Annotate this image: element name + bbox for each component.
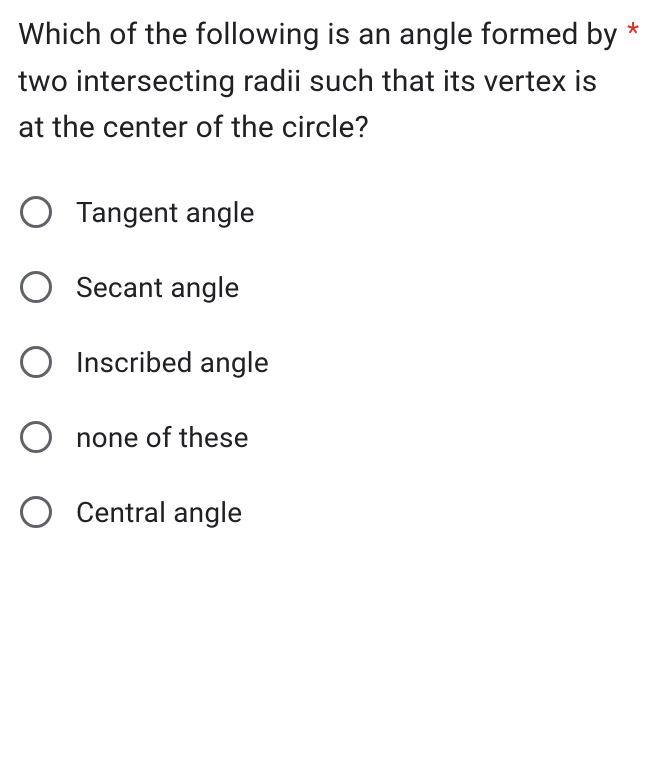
option-secant-angle[interactable]: Secant angle (18, 271, 639, 304)
option-label: Tangent angle (76, 196, 255, 229)
option-label: none of these (76, 421, 249, 454)
radio-icon (20, 346, 52, 378)
radio-icon (20, 496, 52, 528)
option-label: Central angle (76, 496, 242, 529)
options-group: Tangent angle Secant angle Inscribed ang… (18, 196, 639, 529)
required-asterisk: * (627, 12, 639, 54)
question-text: Which of the following is an angle forme… (18, 12, 619, 152)
radio-icon (20, 421, 52, 453)
option-label: Secant angle (76, 271, 239, 304)
question-row: Which of the following is an angle forme… (18, 12, 639, 152)
radio-icon (20, 196, 52, 228)
radio-icon (20, 271, 52, 303)
option-label: Inscribed angle (76, 346, 269, 379)
option-tangent-angle[interactable]: Tangent angle (18, 196, 639, 229)
option-none-of-these[interactable]: none of these (18, 421, 639, 454)
option-inscribed-angle[interactable]: Inscribed angle (18, 346, 639, 379)
option-central-angle[interactable]: Central angle (18, 496, 639, 529)
